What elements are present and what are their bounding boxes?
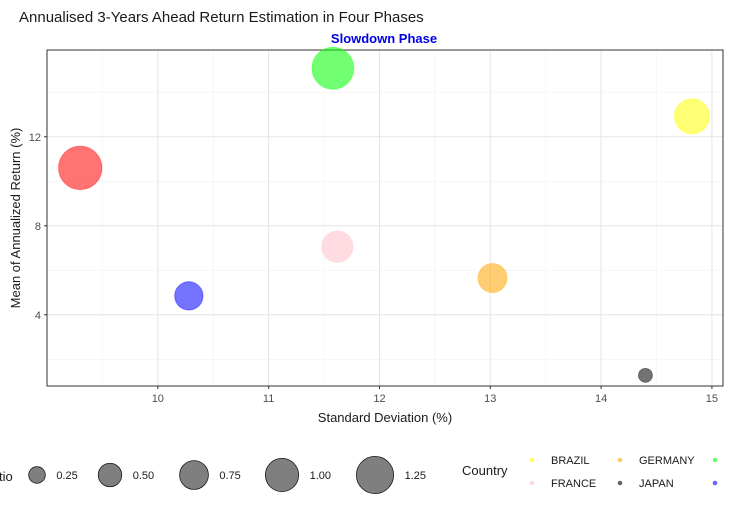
size-legend-label: 1.25 — [405, 470, 426, 482]
data-points — [57, 46, 711, 383]
y-tick-label: 12 — [29, 132, 41, 144]
data-point-germany — [477, 263, 508, 294]
plot-panel-border — [46, 49, 724, 387]
chart-subtitle: Slowdown Phase — [331, 31, 437, 46]
color-legend-key — [712, 457, 718, 463]
size-legend-label: 1.00 — [310, 470, 331, 482]
grid — [47, 50, 723, 386]
y-axis-title: Mean of Annualized Return (%) — [8, 128, 23, 309]
size-legend-key — [264, 457, 300, 493]
size-legend: tio 0.25 0.50 0.75 1.00 1.25 — [0, 456, 426, 494]
chart-title: Annualised 3-Years Ahead Return Estimati… — [19, 9, 424, 26]
data-point-japan — [637, 367, 653, 383]
x-tick-label: 12 — [373, 393, 385, 405]
data-point-japan — [311, 46, 355, 90]
x-tick-label: 11 — [263, 393, 274, 405]
data-point-france — [321, 230, 354, 263]
x-tick-label: 15 — [706, 393, 718, 405]
x-axis-title: Standard Deviation (%) — [318, 410, 452, 425]
size-legend-key — [179, 460, 209, 490]
color-legend-key — [712, 480, 718, 486]
color-legend-key — [529, 480, 535, 486]
data-point-unlabeled — [174, 281, 204, 311]
size-legend-label: 0.50 — [133, 470, 154, 482]
size-legend-key — [97, 462, 123, 488]
color-legend-label: GERMANY — [639, 455, 695, 467]
x-tick-label: 10 — [152, 393, 164, 405]
data-point-germany — [57, 145, 103, 191]
size-legend-label: 0.75 — [219, 470, 240, 482]
data-point-brazil — [673, 98, 711, 135]
color-legend-label: BRAZIL — [551, 455, 590, 467]
color-legend-label: JAPAN — [639, 478, 674, 490]
size-legend-title: tio — [0, 469, 13, 484]
axis-ticks: 10 11 12 13 14 15 4 8 12 — [29, 132, 718, 405]
size-legend-key — [356, 456, 394, 494]
color-legend-key — [529, 457, 535, 463]
color-legend-key — [617, 457, 623, 463]
y-tick-label: 8 — [35, 221, 41, 233]
color-legend: Country BRAZIL GERMANY FRANCE JAPAN — [462, 455, 718, 490]
size-legend-label: 0.25 — [56, 470, 77, 482]
y-tick-label: 4 — [35, 310, 41, 322]
x-tick-label: 13 — [484, 393, 496, 405]
color-legend-title: Country — [462, 463, 508, 478]
color-legend-key — [617, 480, 623, 486]
x-tick-label: 14 — [595, 393, 607, 405]
size-legend-key — [28, 466, 46, 484]
color-legend-label: FRANCE — [551, 478, 596, 490]
